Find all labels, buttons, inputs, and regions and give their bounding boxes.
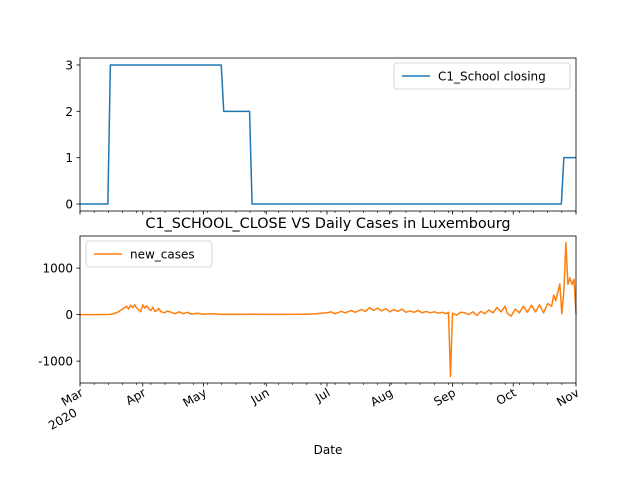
y-tick-label: -1000 (38, 355, 73, 369)
top-x-ticks (79, 211, 577, 215)
top-axes: 0 1 2 3 C1_School closing (65, 57, 577, 215)
x-axis-label: Date (314, 443, 343, 457)
bottom-legend: new_cases (85, 240, 213, 268)
legend-box (85, 240, 213, 268)
legend-box (393, 62, 571, 90)
series-line-c1-school-closing (80, 64, 576, 205)
bottom-y-ticks: -1000 0 1000 (38, 262, 80, 369)
x-tick-label: Jul (312, 385, 332, 405)
bottom-plot-area (80, 241, 577, 378)
y-tick-label: 1000 (42, 262, 73, 276)
chart-title: C1_SCHOOL_CLOSE VS Daily Cases in Luxemb… (145, 216, 510, 232)
y-tick-label: 2 (65, 105, 73, 119)
top-plot-area (80, 64, 576, 205)
series-line-new-cases (80, 241, 577, 378)
legend-label-new-cases: new_cases (130, 248, 195, 262)
y-tick-label: 0 (65, 198, 73, 212)
y-tick-label: 3 (65, 58, 73, 72)
top-axes-frame (79, 57, 577, 212)
top-y-ticks: 0 1 2 3 (65, 58, 80, 212)
legend-label-c1-school-closing: C1_School closing (438, 70, 546, 84)
bottom-axes-frame (79, 235, 577, 384)
y-tick-label: 1 (65, 151, 73, 165)
top-legend: C1_School closing (393, 62, 571, 90)
y-tick-label: 0 (65, 308, 73, 322)
